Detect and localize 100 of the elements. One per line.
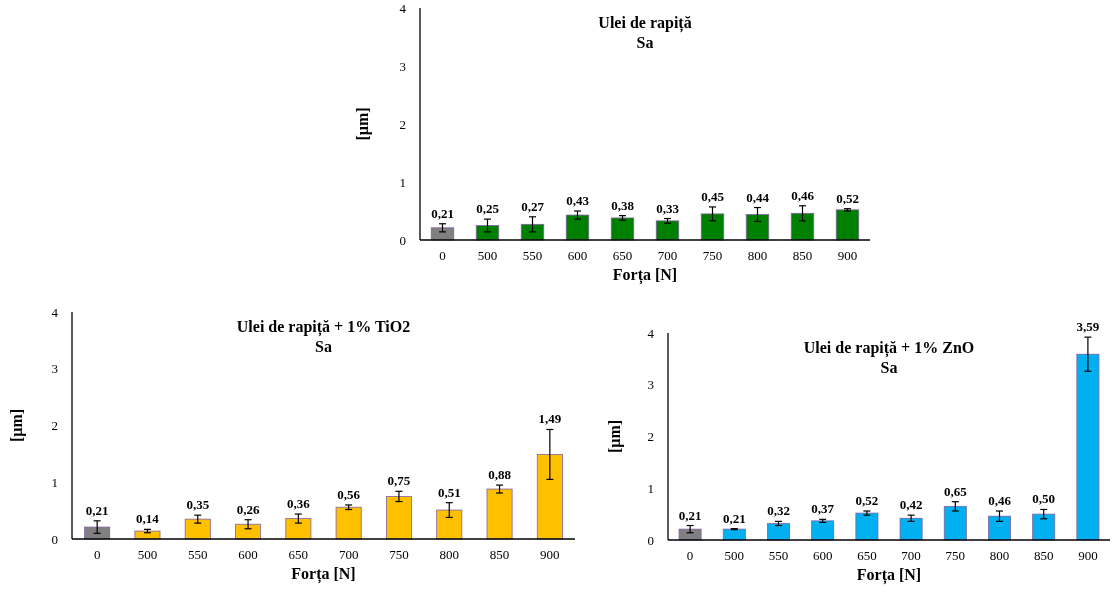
- x-tick-label: 550: [522, 248, 543, 263]
- y-axis-title: [µm]: [354, 107, 372, 141]
- y-tick-label: 1: [647, 480, 654, 496]
- data-label: 0,36: [286, 496, 311, 512]
- bar: [536, 454, 563, 540]
- x-tick-label: 0: [93, 547, 101, 562]
- bar: [700, 213, 725, 241]
- x-tick-label: 600: [567, 248, 588, 263]
- bar: [835, 209, 860, 241]
- data-label: 0,37: [811, 501, 835, 517]
- y-tick-label: 3: [647, 377, 654, 393]
- y-tick-label: 4: [51, 304, 59, 320]
- bar: [285, 518, 312, 540]
- x-tick-label: 900: [1078, 548, 1098, 563]
- y-tick-label: 1: [399, 174, 406, 190]
- data-label: 1,49: [538, 411, 562, 427]
- x-tick-label: 700: [657, 248, 678, 263]
- data-label: 0,21: [85, 502, 109, 518]
- x-tick-label: 650: [857, 548, 877, 563]
- y-tick-label: 0: [647, 532, 654, 548]
- y-tick-label: 2: [51, 418, 58, 434]
- y-tick-label: 1: [51, 474, 58, 490]
- data-label: 0,52: [855, 493, 879, 509]
- data-label: 0,21: [678, 507, 702, 523]
- x-tick-label: 500: [724, 548, 745, 563]
- bar: [943, 505, 967, 541]
- x-tick-label: 650: [612, 248, 633, 263]
- data-label: 0,45: [701, 188, 725, 204]
- y-tick-label: 2: [647, 429, 654, 445]
- data-label: 0,88: [488, 467, 512, 483]
- y-tick-label: 0: [51, 531, 58, 547]
- bar: [855, 512, 879, 541]
- data-label: 0,43: [566, 193, 590, 208]
- x-tick-label: 550: [188, 547, 208, 562]
- bar: [565, 214, 590, 241]
- bar: [790, 212, 815, 241]
- y-tick-label: 3: [51, 361, 58, 377]
- x-tick-label: 900: [540, 547, 560, 562]
- y-axis-title: [µm]: [606, 419, 624, 454]
- data-label: 0,51: [437, 484, 461, 500]
- data-label: 0,65: [943, 483, 968, 499]
- bar: [335, 506, 362, 540]
- y-tick-label: 4: [399, 0, 407, 16]
- x-tick-label: 750: [702, 248, 723, 263]
- x-tick-label: 850: [792, 248, 813, 263]
- y-tick-label: 2: [399, 116, 406, 132]
- x-axis-title: Forța [N]: [612, 266, 678, 285]
- x-tick-label: 750: [389, 547, 409, 562]
- x-tick-label: 850: [1033, 548, 1054, 563]
- x-tick-label: 500: [477, 248, 498, 263]
- bar: [767, 523, 790, 541]
- data-label: 0,14: [136, 511, 160, 527]
- data-label: 0,46: [791, 187, 815, 203]
- y-axis-title: [µm]: [8, 408, 26, 443]
- x-tick-label: 500: [137, 547, 158, 562]
- data-label: 0,46: [988, 493, 1012, 509]
- bar: [385, 496, 412, 540]
- x-tick-label: 600: [812, 548, 833, 563]
- data-label: 0,38: [611, 197, 635, 213]
- x-tick-label: 600: [238, 547, 258, 562]
- bar: [655, 220, 680, 241]
- y-tick-label: 3: [399, 58, 406, 74]
- x-tick-label: 850: [489, 547, 510, 562]
- data-label: 0,44: [746, 189, 770, 205]
- y-tick-label: 4: [647, 325, 655, 341]
- data-label: 0,21: [722, 510, 746, 526]
- x-tick-label: 650: [288, 547, 309, 562]
- text: Ulei de rapiță Sa: [598, 14, 692, 51]
- x-axis-title: Forța [N]: [856, 566, 922, 585]
- bar: [811, 520, 835, 541]
- y-tick-label: 0: [399, 232, 406, 248]
- data-label: 0,42: [899, 497, 923, 513]
- data-label: 0,25: [476, 201, 500, 217]
- x-tick-label: 0: [686, 548, 694, 563]
- x-tick-label: 800: [747, 248, 768, 263]
- data-label: 0,56: [337, 486, 361, 502]
- x-tick-label: 900: [837, 248, 858, 263]
- x-tick-label: 750: [945, 548, 966, 563]
- bar: [1076, 353, 1100, 541]
- x-tick-label: 700: [338, 547, 359, 562]
- x-tick-label: 800: [989, 548, 1010, 563]
- x-tick-label: 0: [439, 248, 446, 263]
- x-tick-label: 700: [901, 548, 921, 563]
- bar: [1032, 513, 1056, 541]
- bar: [610, 217, 635, 241]
- data-label: 0,27: [521, 198, 545, 214]
- x-tick-label: 800: [439, 547, 459, 562]
- data-label: 0,50: [1032, 491, 1056, 507]
- bar: [84, 526, 111, 540]
- bar: [436, 509, 463, 540]
- data-label: 0,75: [387, 473, 411, 489]
- text: Ulei de rapiță + 1% ZnO Sa: [803, 339, 975, 376]
- data-label: 0,52: [836, 190, 859, 206]
- x-tick-label: 550: [768, 548, 789, 563]
- bar: [184, 518, 211, 540]
- bar: [988, 515, 1011, 541]
- x-axis-title: Forța [N]: [291, 565, 356, 584]
- data-label: 0,33: [656, 200, 680, 216]
- data-label: 0,21: [431, 205, 454, 221]
- bar: [678, 528, 702, 541]
